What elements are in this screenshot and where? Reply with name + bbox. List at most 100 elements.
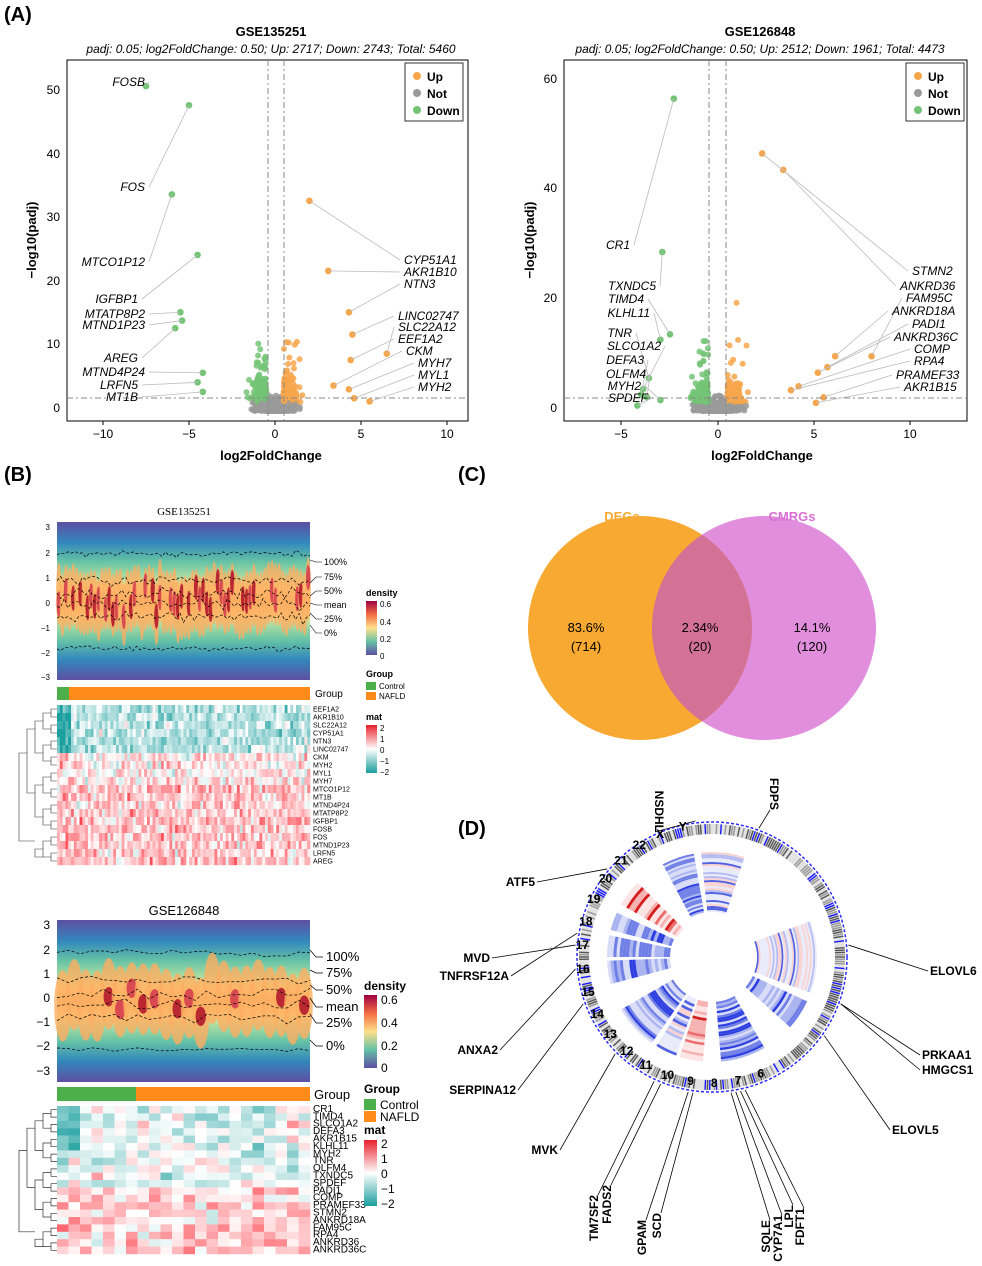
volcano-right-yticks: 0 20 40 60 <box>544 72 558 415</box>
heatmap-cell <box>116 705 120 714</box>
heatmap-top-title: GSE135251 <box>157 506 211 518</box>
heatmap-cell <box>197 713 201 722</box>
legend-down: Down <box>928 104 961 118</box>
label-leader <box>348 362 415 390</box>
heatmap-cell <box>256 713 260 722</box>
heatmap-cell <box>121 713 125 722</box>
heatmap-cell <box>130 705 134 714</box>
heatmap-cell <box>68 729 72 738</box>
point <box>262 358 269 365</box>
heatmap-cell <box>273 721 277 730</box>
point <box>262 353 269 360</box>
heatmap-cell <box>57 729 61 738</box>
heatmap-cell <box>236 713 241 722</box>
heatmap-cell <box>175 713 179 722</box>
heatmap-cell <box>222 713 226 722</box>
heatmap-cell <box>59 721 63 730</box>
heatmap-cell <box>265 721 269 730</box>
heatmap-cell <box>248 721 252 730</box>
volcano-right-xticks: −5 0 5 10 <box>614 421 917 441</box>
heatmap-cell <box>242 721 246 730</box>
heatmap-cell <box>130 713 134 722</box>
heatmap-cell <box>149 713 153 722</box>
heatmap-cell <box>65 729 69 738</box>
heatmap-cell <box>177 713 181 722</box>
volcano-right-legend: Up Not Down <box>905 62 965 122</box>
heatmap-cell <box>127 705 131 714</box>
heatmap-cell <box>220 705 224 714</box>
heatmap-cell <box>113 721 117 730</box>
volcano-right-title: GSE126848 <box>725 24 796 39</box>
heatmap-cell <box>256 721 260 730</box>
gene-label: FOSB <box>112 75 145 89</box>
label-leader <box>352 315 395 335</box>
volcano-left-yticks: 0 10 20 30 40 50 <box>47 83 61 415</box>
quantile-labels-top: 100% 75% 50% mean 25% 0% <box>324 557 347 638</box>
heatmap-cell <box>124 721 128 730</box>
heatmap-cell <box>211 705 215 714</box>
heatmap-cell <box>130 721 134 730</box>
heatmap-cell <box>169 713 173 722</box>
gene-label: NTN3 <box>404 277 436 291</box>
xtick: 5 <box>358 427 365 441</box>
density-legend-ticks-top: 0.6 0.4 0.2 0 <box>380 600 392 661</box>
heatmap-cell <box>253 705 257 714</box>
heatmap-cell <box>99 721 103 730</box>
heatmap-cell <box>220 713 224 722</box>
label-leader <box>369 386 415 402</box>
heatmap-cell <box>304 713 308 722</box>
point <box>248 406 255 413</box>
point <box>259 380 266 387</box>
gene-label: MYL1 <box>418 368 449 382</box>
point <box>733 299 740 306</box>
point <box>693 389 700 396</box>
label-leader <box>145 81 150 87</box>
heatmap-cell <box>141 721 145 730</box>
heatmap-cell <box>76 713 80 722</box>
heatmap-cell <box>90 721 94 730</box>
heatmap-cell <box>144 705 148 714</box>
heatmap-cell <box>172 721 176 730</box>
heatmap-cell <box>101 721 106 730</box>
heatmap-cell <box>138 721 142 730</box>
ytick: 20 <box>544 291 558 305</box>
point <box>243 389 250 396</box>
point <box>267 407 274 414</box>
heatmap-cell <box>93 721 97 730</box>
point <box>282 376 289 383</box>
heatmap-cell <box>101 705 106 714</box>
heatmap-cell <box>175 705 179 714</box>
legend-up: Up <box>928 70 944 84</box>
xtick: −5 <box>614 427 628 441</box>
heatmap-cell <box>152 721 156 730</box>
heatmap-cell <box>298 713 302 722</box>
point <box>296 356 303 363</box>
heatmap-cell <box>225 705 229 714</box>
heatmap-cell <box>68 721 72 730</box>
heatmap-cell <box>183 721 187 730</box>
heatmap-cell <box>298 721 302 730</box>
heatmap-cell <box>73 721 77 730</box>
heatmap-cell <box>301 705 305 714</box>
heatmap-cell <box>155 721 159 730</box>
heatmap-cell <box>144 721 148 730</box>
legend-down-dot <box>914 106 922 114</box>
legend-down-dot <box>413 106 421 114</box>
gene-label: AKR1B10 <box>403 265 457 279</box>
xtick: 5 <box>811 427 818 441</box>
legend-not: Not <box>427 87 447 101</box>
group-legend-title-top: Group <box>366 669 393 679</box>
xtick: 10 <box>440 427 454 441</box>
point <box>730 388 737 395</box>
heatmap-cell <box>158 705 162 714</box>
point <box>280 345 287 352</box>
point <box>273 404 280 411</box>
gene-label: ANKRD18A <box>891 304 955 318</box>
heatmap-cell <box>79 705 83 714</box>
label-leader <box>141 391 203 398</box>
heatmap-cell <box>225 721 229 730</box>
heatmap-cell <box>104 713 108 722</box>
gene-label: CKM <box>406 344 433 358</box>
gene-label: RPA4 <box>914 354 945 368</box>
heatmap-cell <box>189 721 193 730</box>
